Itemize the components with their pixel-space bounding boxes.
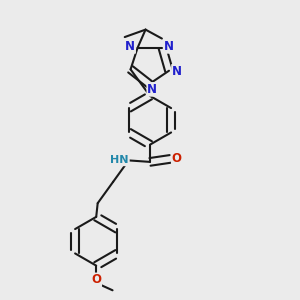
Text: O: O (172, 152, 182, 165)
Text: O: O (91, 273, 101, 286)
Text: N: N (164, 40, 174, 53)
Text: N: N (172, 65, 182, 78)
Text: HN: HN (110, 155, 129, 165)
Text: N: N (147, 83, 157, 96)
Text: N: N (125, 40, 135, 53)
